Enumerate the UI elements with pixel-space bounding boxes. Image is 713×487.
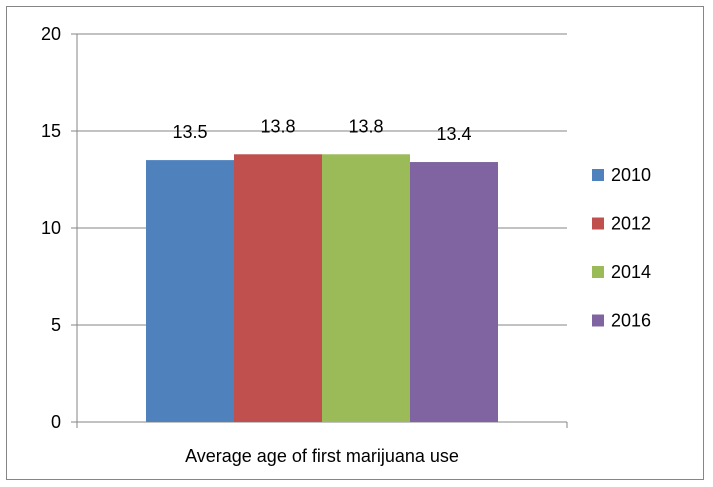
data-label-2016: 13.4 [436,124,471,144]
data-label-2012: 13.8 [260,116,295,136]
bars [146,154,498,423]
legend-swatch-2014 [592,266,604,278]
data-label-2010: 13.5 [172,122,207,142]
y-tick-label: 5 [51,315,61,335]
bar-2016 [410,162,498,423]
data-label-2014: 13.8 [348,116,383,136]
legend-swatch-2012 [592,217,604,230]
legend-swatch-2016 [592,314,604,327]
bar-chart: 0 5 10 15 20 Average age of first marijuana u… [41,24,651,466]
y-tick-label: 20 [41,24,61,44]
legend-label-2016: 2016 [611,311,651,331]
y-tick-label: 10 [41,218,61,238]
bar-2012 [234,154,322,422]
bar-2010 [146,160,234,422]
legend-label-2012: 2012 [611,214,651,234]
data-labels: 13.5 13.8 13.8 13.4 [172,116,471,144]
legend: 2010 2012 2014 2016 [592,165,651,331]
bar-2014 [322,154,410,422]
legend-label-2010: 2010 [611,165,651,185]
category-label: Average age of first marijuana use [185,446,459,466]
y-tick-label: 15 [41,121,61,141]
y-tick-label: 0 [51,412,61,432]
legend-label-2014: 2014 [611,262,651,282]
chart-frame: 0 5 10 15 20 Average age of first marijuana u… [6,6,704,480]
legend-swatch-2010 [592,169,604,181]
